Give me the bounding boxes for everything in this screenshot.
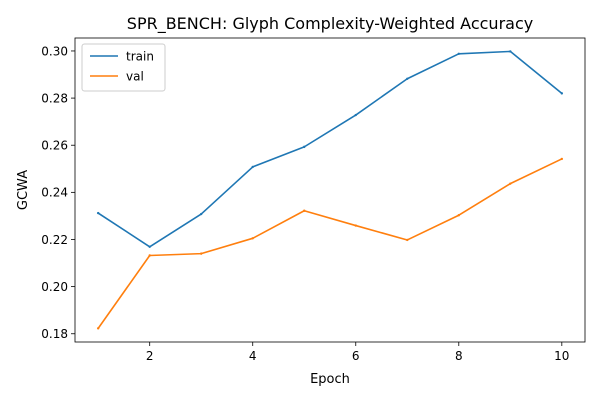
- series-line-train: [97, 50, 563, 248]
- chart-title: SPR_BENCH: Glyph Complexity-Weighted Acc…: [127, 14, 533, 34]
- x-tick-label: 2: [146, 349, 154, 363]
- data-point-train-9: [509, 50, 512, 53]
- y-tick-label: 0.28: [41, 91, 68, 105]
- legend: train val: [81, 43, 166, 92]
- data-point-val-9: [509, 182, 512, 185]
- x-tick-label: 8: [455, 349, 463, 363]
- y-axis-label: GCWA: [16, 170, 31, 210]
- data-point-val-8: [457, 214, 460, 217]
- x-axis: 2 4 6 8 10: [146, 342, 569, 363]
- x-tick-label: 4: [249, 349, 257, 363]
- y-tick-label: 0.22: [41, 233, 68, 247]
- data-point-train-2: [148, 245, 151, 248]
- y-axis: 0.18 0.20 0.22 0.24 0.26 0.28 0.30: [41, 44, 75, 341]
- data-point-train-7: [406, 77, 409, 80]
- data-point-val-3: [200, 252, 203, 255]
- data-point-train-10: [560, 92, 564, 95]
- data-point-val-1: [96, 327, 100, 330]
- y-tick-label: 0.26: [41, 139, 68, 153]
- data-point-train-6: [354, 113, 357, 117]
- data-point-val-7: [406, 238, 409, 242]
- data-point-val-2: [148, 254, 151, 257]
- plot-frame: [74, 37, 586, 343]
- y-tick-label: 0.18: [41, 327, 68, 341]
- data-point-val-10: [560, 157, 564, 161]
- legend-label-train: train: [126, 49, 154, 63]
- data-point-val-4: [251, 237, 254, 240]
- x-axis-label: Epoch: [310, 372, 350, 387]
- legend-label-val: val: [126, 69, 144, 83]
- data-point-val-6: [354, 224, 357, 227]
- y-tick-label: 0.24: [41, 186, 68, 200]
- data-point-train-5: [303, 145, 306, 149]
- data-point-train-4: [251, 165, 254, 169]
- series-line-val: [97, 157, 563, 330]
- x-tick-label: 6: [352, 349, 360, 363]
- data-point-train-3: [200, 212, 203, 216]
- data-point-train-8: [457, 52, 460, 55]
- series-layer: [96, 50, 564, 330]
- data-point-train-1: [96, 211, 100, 215]
- x-tick-label: 10: [554, 349, 569, 363]
- y-tick-label: 0.30: [41, 44, 68, 58]
- y-tick-label: 0.20: [41, 280, 68, 294]
- data-point-val-5: [303, 209, 306, 212]
